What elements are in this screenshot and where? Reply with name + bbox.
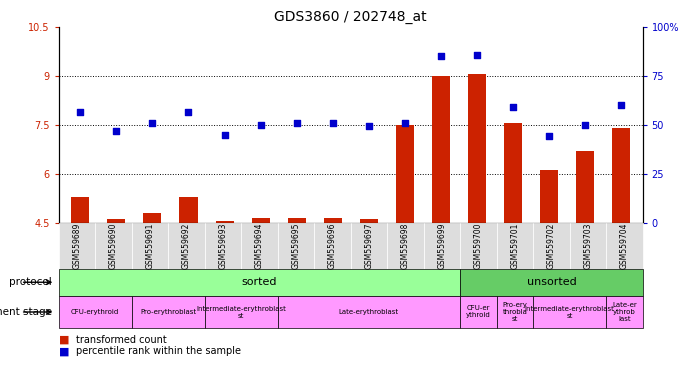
Text: Pro-ery
throbla
st: Pro-ery throbla st: [502, 302, 527, 322]
Bar: [252, 218, 269, 223]
Text: Late-erythroblast: Late-erythroblast: [339, 309, 399, 315]
Point: [580, 122, 591, 128]
Text: GSM559694: GSM559694: [255, 222, 264, 269]
Bar: [468, 74, 486, 223]
Bar: [216, 221, 234, 223]
Point: [219, 131, 230, 138]
Point: [75, 109, 86, 115]
Text: GSM559700: GSM559700: [474, 222, 483, 269]
Text: GSM559693: GSM559693: [218, 222, 227, 269]
Text: GSM559698: GSM559698: [401, 223, 410, 269]
Text: GSM559691: GSM559691: [146, 223, 155, 269]
Point: [543, 133, 554, 139]
Bar: [396, 125, 414, 223]
Text: protocol: protocol: [9, 277, 52, 287]
Point: [435, 53, 446, 59]
Text: development stage: development stage: [0, 307, 52, 317]
Text: Intermediate-erythroblast
st: Intermediate-erythroblast st: [196, 306, 286, 318]
Point: [291, 120, 302, 126]
Point: [111, 128, 122, 134]
Bar: [71, 197, 89, 223]
Point: [327, 120, 338, 126]
Text: GSM559695: GSM559695: [292, 222, 301, 269]
Bar: [323, 218, 341, 223]
Text: Late-er
ythrob
last: Late-er ythrob last: [612, 302, 637, 322]
Text: percentile rank within the sample: percentile rank within the sample: [76, 346, 241, 356]
Point: [616, 102, 627, 108]
Bar: [576, 151, 594, 223]
Bar: [107, 220, 125, 223]
Text: GSM559702: GSM559702: [547, 223, 556, 269]
Bar: [144, 213, 162, 223]
Title: GDS3860 / 202748_at: GDS3860 / 202748_at: [274, 10, 427, 25]
Point: [471, 51, 482, 58]
Text: GSM559697: GSM559697: [364, 222, 373, 269]
Bar: [504, 123, 522, 223]
Point: [183, 109, 194, 115]
Text: Pro-erythroblast: Pro-erythroblast: [140, 309, 196, 315]
Text: ■: ■: [59, 335, 69, 345]
Text: CFU-erythroid: CFU-erythroid: [71, 309, 120, 315]
Bar: [432, 76, 450, 223]
Bar: [287, 218, 305, 223]
Bar: [540, 170, 558, 223]
Point: [363, 123, 375, 129]
Text: ■: ■: [59, 346, 69, 356]
Text: GSM559696: GSM559696: [328, 222, 337, 269]
Bar: [180, 197, 198, 223]
Point: [399, 120, 410, 126]
Text: transformed count: transformed count: [76, 335, 167, 345]
Text: sorted: sorted: [242, 277, 277, 287]
Text: GSM559699: GSM559699: [437, 222, 446, 269]
Point: [147, 120, 158, 126]
Point: [507, 104, 518, 110]
Text: GSM559692: GSM559692: [182, 223, 191, 269]
Point: [255, 122, 266, 128]
Text: GSM559704: GSM559704: [620, 222, 629, 269]
Bar: [360, 220, 378, 223]
Text: Intermediate-erythroblast
st: Intermediate-erythroblast st: [524, 306, 614, 318]
Text: unsorted: unsorted: [527, 277, 576, 287]
Text: CFU-er
ythroid: CFU-er ythroid: [466, 306, 491, 318]
Text: GSM559690: GSM559690: [109, 222, 118, 269]
Bar: [612, 128, 630, 223]
Text: GSM559703: GSM559703: [583, 222, 592, 269]
Text: GSM559689: GSM559689: [73, 223, 82, 269]
Text: GSM559701: GSM559701: [511, 223, 520, 269]
